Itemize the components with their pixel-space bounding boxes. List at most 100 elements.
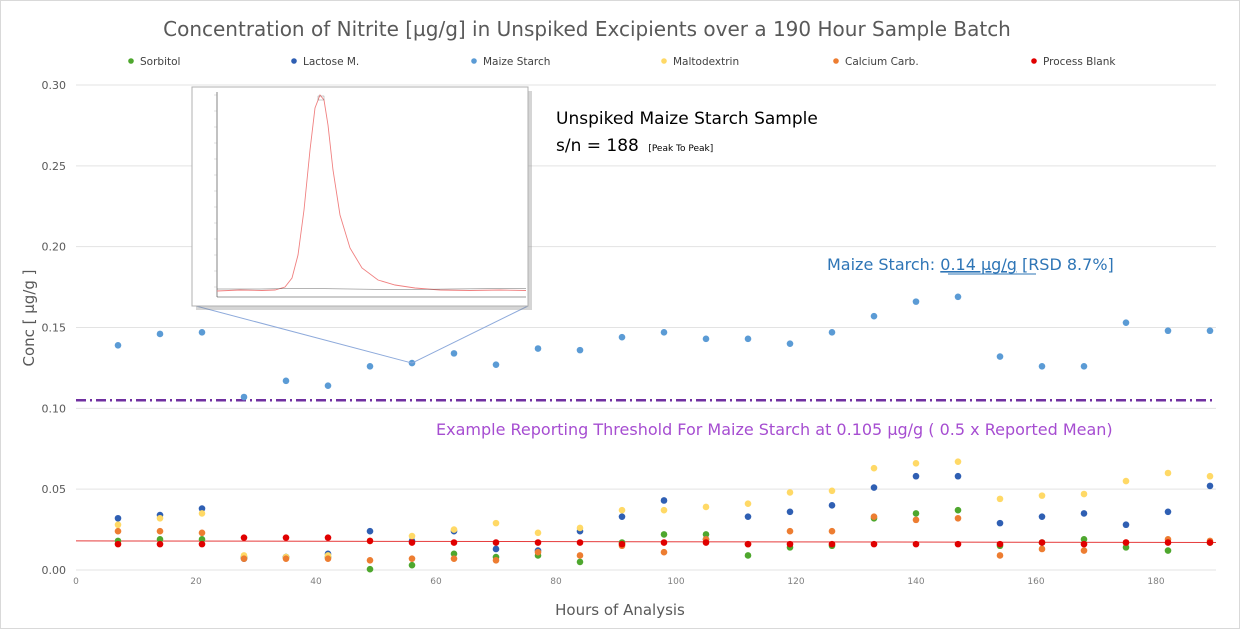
data-point <box>702 335 710 343</box>
maize-mean-label: Maize Starch: <box>827 255 940 274</box>
data-point <box>1080 510 1088 517</box>
legend-label: Calcium Carb. <box>845 56 919 68</box>
data-point <box>576 558 584 566</box>
data-point <box>660 506 668 514</box>
data-point <box>366 527 374 535</box>
y-axis-label: Conc [ µg/g ] <box>20 269 38 366</box>
data-point <box>618 333 626 341</box>
series-maize-starch <box>114 293 1214 401</box>
legend-label: Lactose M. <box>303 56 359 68</box>
data-point <box>870 464 878 472</box>
data-point <box>1122 544 1130 551</box>
inset-sn-note: [Peak To Peak] <box>648 144 713 154</box>
data-point <box>1206 539 1214 546</box>
data-point <box>1038 545 1046 553</box>
chart-title: Concentration of Nitrite [µg/g] in Unspi… <box>163 17 1011 41</box>
data-point <box>1164 469 1172 477</box>
data-point <box>1122 521 1130 529</box>
series-lactose-m <box>114 472 1214 562</box>
data-point <box>156 330 164 338</box>
data-point <box>912 472 920 480</box>
data-point <box>198 535 206 543</box>
process-blank-trendline <box>75 540 1217 544</box>
maize-mean-annotation: Maize Starch: 0.14 µg/g [RSD 8.7%] <box>827 255 1114 274</box>
data-point <box>744 540 752 548</box>
y-tick-label: 0.30 <box>42 79 67 92</box>
data-point <box>450 350 458 357</box>
data-point <box>156 514 164 522</box>
data-point <box>996 495 1004 503</box>
data-point <box>828 487 836 495</box>
data-point <box>408 532 416 540</box>
trendline <box>75 540 1217 544</box>
data-point <box>408 555 416 562</box>
data-point <box>618 540 626 548</box>
x-tick-label: 100 <box>667 577 684 587</box>
series-process-blank <box>114 534 1214 548</box>
legend-label: Process Blank <box>1043 56 1116 68</box>
data-point <box>786 527 794 535</box>
data-point <box>156 535 164 543</box>
data-point <box>324 555 332 562</box>
chromatogram-inset <box>191 86 532 310</box>
data-point <box>324 534 332 541</box>
data-point <box>366 565 374 573</box>
data-point <box>492 519 500 527</box>
x-tick-label: 60 <box>430 577 442 587</box>
data-point <box>450 526 458 533</box>
series-maltodextrin <box>114 458 1214 561</box>
series-calcium-carb <box>114 513 1214 564</box>
data-point <box>996 353 1004 360</box>
data-point <box>576 524 584 532</box>
data-point <box>114 540 122 548</box>
data-point <box>912 298 920 305</box>
data-point <box>1038 492 1046 499</box>
data-point <box>1122 319 1130 326</box>
data-point <box>114 514 122 522</box>
x-tick-label: 140 <box>907 577 924 587</box>
maize-mean-value: 0.14 µg/g <box>940 255 1017 274</box>
data-point <box>786 489 794 496</box>
y-axis-ticks: 0.00 0.05 0.10 0.15 0.20 0.25 0.30 <box>42 79 67 577</box>
inset-title: Unspiked Maize Starch Sample <box>556 109 818 129</box>
data-point <box>996 519 1004 527</box>
data-point <box>198 510 206 517</box>
data-point <box>1122 477 1130 485</box>
data-point <box>198 540 206 548</box>
data-point <box>450 539 458 546</box>
data-point <box>660 497 668 504</box>
legend-marker <box>128 58 134 64</box>
data-point <box>156 540 164 548</box>
data-point <box>492 557 500 564</box>
data-point <box>282 555 290 562</box>
data-point <box>240 393 248 401</box>
data-point <box>240 555 248 562</box>
y-tick-label: 0.15 <box>42 322 67 335</box>
data-point <box>786 540 794 548</box>
data-point <box>408 539 416 546</box>
data-point <box>702 503 710 511</box>
x-tick-label: 180 <box>1147 577 1164 587</box>
maize-mean-rsd: [RSD 8.7%] <box>1017 255 1114 274</box>
data-point <box>282 377 290 385</box>
x-tick-label: 160 <box>1027 577 1044 587</box>
inset-sn: s/n = 188 <box>556 136 639 156</box>
data-point <box>1080 363 1088 370</box>
y-tick-label: 0.25 <box>42 160 67 173</box>
data-point <box>1206 472 1214 480</box>
callout-line-right <box>411 305 529 364</box>
legend-marker <box>471 58 477 64</box>
data-point <box>954 506 962 514</box>
data-point <box>1164 547 1172 554</box>
data-point <box>366 537 374 545</box>
data-point <box>828 540 836 548</box>
data-point <box>576 552 584 559</box>
threshold-annotation: Example Reporting Threshold For Maize St… <box>436 420 1113 439</box>
legend-label: Sorbitol <box>140 56 180 68</box>
data-point <box>660 531 668 538</box>
data-point <box>702 539 710 546</box>
x-tick-label: 20 <box>190 577 202 587</box>
data-point <box>366 557 374 564</box>
data-point <box>1080 535 1088 543</box>
